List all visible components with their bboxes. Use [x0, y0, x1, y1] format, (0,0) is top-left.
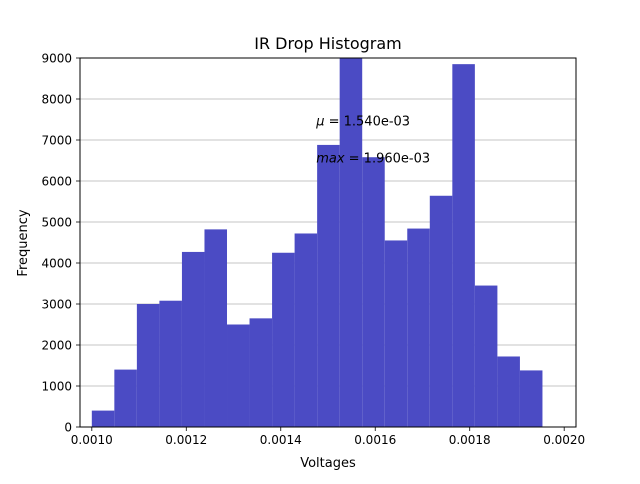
x-tick-label: 0.0018 — [449, 433, 491, 447]
x-tick-label: 0.0014 — [260, 433, 302, 447]
x-tick-label: 0.0012 — [165, 433, 207, 447]
y-tick-label: 4000 — [41, 257, 72, 271]
histogram-bar — [91, 410, 115, 427]
annotation-symbol: μ — [315, 115, 324, 130]
x-tick-label: 0.0020 — [543, 433, 585, 447]
y-tick-label: 0 — [64, 421, 72, 435]
histogram-bar — [136, 304, 160, 427]
y-tick-label: 9000 — [41, 52, 72, 66]
annotation-symbol: max — [316, 151, 345, 166]
y-tick-label: 8000 — [41, 93, 72, 107]
x-tick-label: 0.0010 — [71, 433, 113, 447]
histogram-bar — [227, 324, 250, 427]
histogram-bar — [497, 356, 520, 427]
histogram-bar — [294, 233, 318, 427]
y-axis-label: Frequency — [16, 209, 31, 276]
histogram-bar — [362, 157, 385, 427]
histogram-bar — [249, 318, 273, 427]
annotation-value: = 1.540e-03 — [324, 115, 410, 130]
histogram-bar — [339, 58, 363, 427]
mean-annotation: μ = 1.540e-03 — [315, 115, 410, 130]
histogram-bars — [91, 58, 543, 428]
y-tick-label: 7000 — [41, 134, 72, 148]
max-annotation: max = 1.960e-03 — [316, 151, 430, 166]
y-tick-label: 6000 — [41, 175, 72, 189]
histogram-bar — [407, 228, 430, 427]
plot-frame — [79, 57, 577, 428]
histogram-bar — [159, 300, 182, 427]
annotation-value: = 1.960e-03 — [345, 151, 431, 166]
x-axis-ticks: 0.0010 0.0012 0.0014 0.0016 0.0018 0.0020 — [71, 427, 585, 447]
histogram-bar — [317, 144, 340, 428]
histogram-bar — [181, 251, 205, 427]
y-tick-label: 1000 — [41, 380, 72, 394]
x-tick-label: 0.0016 — [354, 433, 396, 447]
histogram-bar — [114, 369, 137, 427]
histogram-bar — [429, 195, 453, 427]
y-axis-ticks: 0 1000 2000 3000 4000 5000 6000 7000 8000 9000 — [41, 52, 80, 435]
histogram-bar — [384, 240, 408, 427]
y-tick-label: 2000 — [41, 339, 72, 353]
histogram-bar — [452, 64, 475, 428]
histogram-bar — [474, 285, 498, 427]
histogram-bar — [204, 229, 228, 427]
histogram-bar — [519, 370, 543, 427]
stat-annotations: μ = 1.540e-03 max = 1.960e-03 — [315, 115, 430, 167]
y-tick-label: 5000 — [41, 216, 72, 230]
histogram-bar — [272, 252, 295, 427]
chart-title: IR Drop Histogram — [254, 34, 402, 53]
x-axis-label: Voltages — [300, 456, 356, 471]
y-tick-label: 3000 — [41, 298, 72, 312]
